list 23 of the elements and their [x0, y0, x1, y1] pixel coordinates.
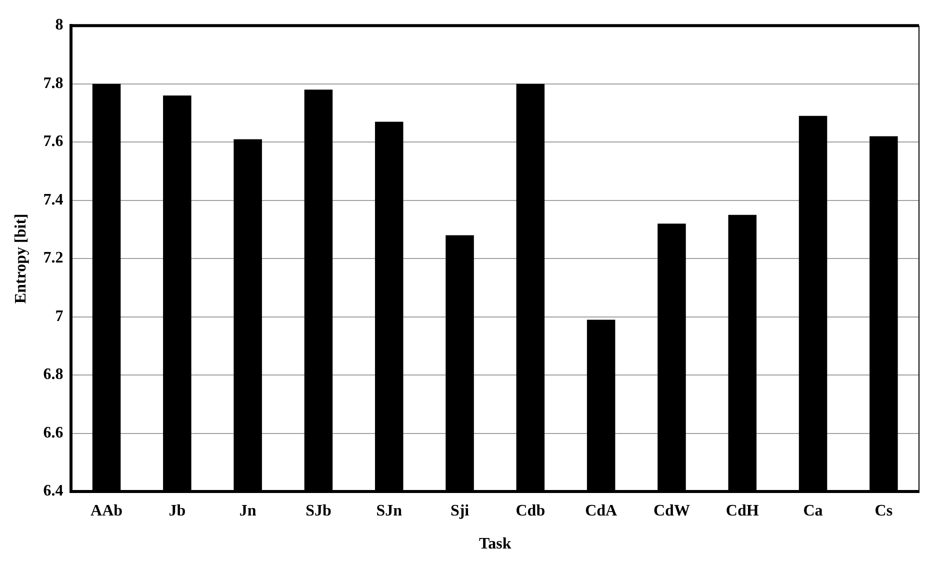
x-tick-label: CdH — [726, 502, 760, 520]
y-tick-label: 6.4 — [43, 482, 64, 500]
x-tick-label: SJn — [376, 502, 402, 520]
y-tick-label: 6.6 — [43, 424, 64, 442]
y-axis-title: Entropy [bit] — [12, 214, 30, 304]
y-tick-label: 7.8 — [43, 74, 64, 92]
x-tick-label: Ca — [803, 502, 823, 520]
x-tick-label: Cs — [874, 502, 893, 520]
x-tick-label: CdA — [585, 502, 618, 520]
y-tick-label: 7.4 — [43, 191, 64, 208]
y-tick-label: 8 — [55, 16, 64, 34]
y-tick-label: 7.2 — [43, 250, 64, 267]
x-axis-title: Task — [478, 536, 512, 553]
x-tick-label: Sji — [450, 502, 470, 520]
y-tick-label: 6.8 — [43, 366, 64, 384]
y-tick-label: 7 — [55, 308, 64, 325]
x-tick-label: CdW — [654, 502, 690, 520]
x-tick-label: Jb — [168, 502, 186, 520]
y-tick-label: 7.6 — [43, 133, 64, 150]
x-tick-label: Cdb — [516, 502, 546, 520]
x-tick-label: AAb — [90, 502, 123, 520]
x-tick-label: Jn — [239, 502, 256, 520]
x-tick-label: SJb — [306, 502, 332, 520]
